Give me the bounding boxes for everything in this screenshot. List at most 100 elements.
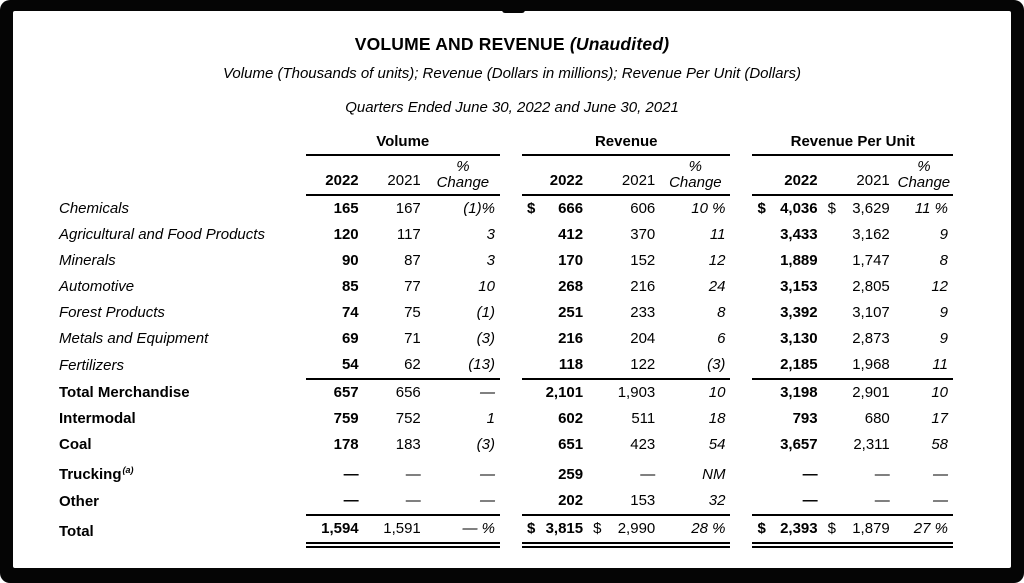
change-word: Change [897, 174, 951, 191]
column-gap [500, 488, 522, 515]
cell-volume-2022: 85 [341, 278, 359, 295]
cell-rpu-2022: 4,036 [780, 200, 818, 217]
group-header-revenue-per-unit: Revenue Per Unit [752, 129, 953, 156]
cell-revenue-dollar-2021 [588, 248, 606, 274]
column-gap [500, 458, 522, 488]
cell-volume-2021: 1,591 [363, 514, 426, 548]
cell-revenue-change: 54 [708, 436, 726, 453]
report-title-main: VOLUME AND REVENUE [354, 34, 565, 54]
cell-rpu-dollar-2022 [752, 432, 770, 458]
cell-volume-change: (3) [476, 436, 495, 453]
cell-revenue-dollar-2022 [522, 326, 540, 352]
cell-volume-change: — [425, 378, 500, 406]
table-row: Automotive 85 77 10 268 216 24 3,153 2,805 12 [57, 274, 953, 300]
cell-revenue-dollar-2022 [522, 274, 540, 300]
cell-rpu-2022: 3,433 [780, 226, 818, 243]
units-note: Volume (Thousands of units); Revenue (Do… [222, 65, 801, 82]
row-label: Automotive [59, 278, 135, 295]
cell-rpu-dollar-2021 [823, 458, 841, 488]
cell-revenue-2022: 259 [558, 466, 584, 483]
column-gap [730, 248, 752, 274]
cell-revenue-2022: 651 [558, 436, 584, 453]
change-word: Change [669, 174, 722, 191]
cell-revenue-change: 32 [708, 492, 726, 509]
rpu-2021-header: 2021 [840, 155, 895, 196]
table-row: Coal 178 183 (3) 651 423 54 3,657 2,311 58 [57, 432, 953, 458]
cell-revenue-dollar-2022 [522, 222, 540, 248]
table-row: Forest Products 74 75 (1) 251 233 8 3,392 3,107 9 [57, 300, 953, 326]
cell-volume-2022: 178 [333, 436, 359, 453]
cell-rpu-dollar-2022 [752, 406, 770, 432]
cell-rpu-change: 11 [932, 356, 948, 373]
cell-rpu-dollar-2022 [752, 488, 770, 515]
cell-rpu-2022: 2,185 [780, 356, 818, 373]
row-label: Total [59, 523, 94, 540]
column-gap [730, 379, 752, 406]
cell-revenue-dollar-2021 [588, 458, 606, 488]
table-row: Agricultural and Food Products 120 117 3 412… [57, 222, 953, 248]
cell-revenue-dollar-2021 [588, 326, 606, 352]
cell-revenue-2022: 118 [558, 356, 584, 373]
row-label: Coal [59, 436, 92, 453]
cell-revenue-2021: 153 [630, 492, 656, 509]
cell-rpu-2022: 1,889 [780, 252, 818, 269]
cell-volume-2021: — [405, 466, 421, 483]
cell-rpu-dollar-2022 [752, 352, 770, 379]
column-gap [500, 515, 522, 545]
change-word: Change [436, 174, 490, 191]
cell-revenue-2021: 233 [630, 304, 656, 321]
cell-rpu-dollar-2022 [752, 274, 770, 300]
cell-volume-2022: 657 [305, 378, 364, 406]
cell-volume-change: — % [425, 514, 500, 548]
cell-volume-2022: 120 [333, 226, 359, 243]
cell-rpu-2021: 2,311 [853, 436, 890, 453]
cell-revenue-change: 10 [660, 378, 731, 406]
cell-rpu-dollar-2021 [823, 300, 841, 326]
cell-rpu-change: 11 % [914, 200, 948, 217]
column-gap [730, 432, 752, 458]
cell-rpu-dollar-2021: $ [827, 200, 836, 217]
cell-volume-2022: 1,594 [305, 514, 364, 548]
cell-revenue-2021: 216 [630, 278, 656, 295]
revenue-2021-header: 2021 [606, 155, 661, 196]
cropped-text-artifact [502, 0, 525, 13]
cell-rpu-2022: 2,393 [770, 514, 823, 548]
rpu-dollar-header-spacer [822, 155, 841, 196]
cell-revenue-2022: 2,101 [540, 378, 589, 406]
cell-rpu-change: 9 [939, 304, 948, 321]
cell-volume-2021: — [405, 492, 421, 509]
cell-revenue-dollar-2021 [588, 378, 607, 406]
cell-rpu-dollar-2022 [752, 458, 770, 488]
row-label: Intermodal [59, 410, 136, 427]
rpu-pct-change-header: % Change [894, 155, 953, 196]
cell-rpu-2022: 3,198 [770, 378, 823, 406]
cell-revenue-2021: 423 [630, 436, 656, 453]
cell-rpu-change: 12 [931, 278, 948, 295]
column-gap [730, 195, 752, 222]
revenue-2022-header: 2022 [540, 155, 589, 196]
rpu-2022-header: 2022 [770, 155, 823, 196]
column-gap [730, 488, 752, 515]
cell-revenue-change: (3) [707, 356, 726, 373]
cell-volume-2022: 165 [333, 200, 359, 217]
cell-revenue-dollar-2022 [522, 458, 540, 488]
cell-revenue-dollar-2022 [522, 300, 540, 326]
cell-rpu-2022: 3,657 [780, 436, 818, 453]
cell-volume-change: — [479, 492, 495, 509]
cell-volume-change: (3) [476, 330, 495, 347]
cell-rpu-2022: 3,153 [780, 278, 818, 295]
column-gap [730, 406, 752, 432]
revenue-dollar-header-spacer [522, 155, 541, 196]
cell-rpu-dollar-2022 [752, 300, 770, 326]
column-gap [500, 432, 522, 458]
cell-rpu-dollar-2022 [752, 326, 770, 352]
cell-rpu-dollar-2021 [823, 406, 841, 432]
cell-revenue-2022: 251 [558, 304, 584, 321]
pct-sign: % [917, 158, 931, 175]
cell-volume-2021: 752 [395, 410, 421, 427]
table-row: Other — — — 202 153 32 — — — [57, 488, 953, 515]
rpu-dollar-header-spacer [752, 155, 771, 196]
cell-revenue-dollar-2022: $ [522, 514, 541, 548]
cell-rpu-change: 8 [939, 252, 948, 269]
cell-volume-change: 1 [486, 410, 495, 427]
